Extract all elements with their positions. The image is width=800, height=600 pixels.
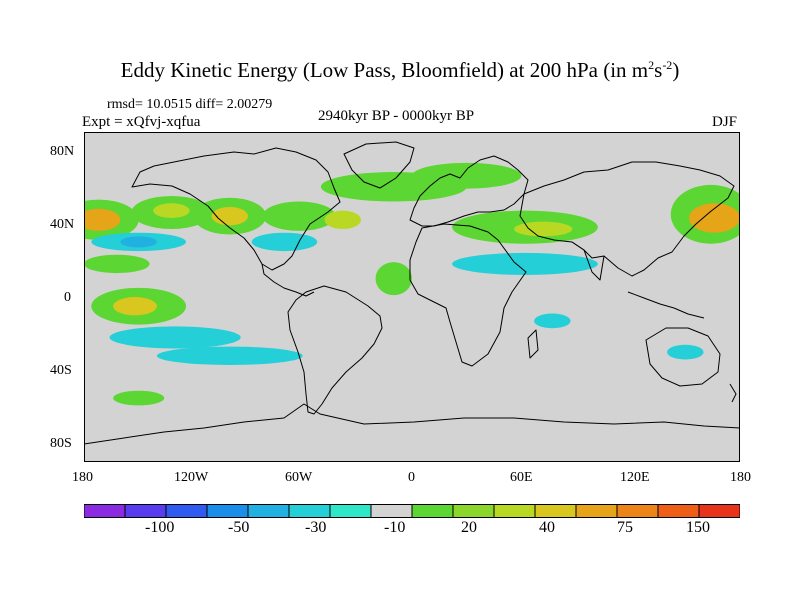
colorbar-box-1 xyxy=(124,504,167,518)
x-label-180e: 180 xyxy=(730,470,751,485)
coast-madagascar xyxy=(527,329,539,359)
anomaly-patch-24 xyxy=(534,313,571,329)
colorbar-box-3 xyxy=(206,504,249,518)
anomaly-patch-1 xyxy=(84,208,121,231)
anomaly-patch-19 xyxy=(375,262,412,296)
anomaly-layer xyxy=(84,162,740,406)
title-sup-1: 2 xyxy=(648,58,655,72)
colorbar-box-15 xyxy=(698,504,740,518)
colorbar-label-75: 75 xyxy=(617,519,633,536)
anomaly-patch-21 xyxy=(113,297,157,316)
colorbar-box-9 xyxy=(452,504,495,518)
anomaly-patch-6 xyxy=(262,201,336,231)
colorbar-box-6 xyxy=(329,504,372,518)
title-main: Eddy Kinetic Energy (Low Pass, Bloomfiel… xyxy=(120,58,649,82)
anomaly-patch-25 xyxy=(667,344,704,360)
coast-africa xyxy=(409,223,527,367)
colorbar-box-14 xyxy=(657,504,700,518)
anomaly-patch-3 xyxy=(153,203,190,218)
anomaly-patch-11 xyxy=(514,221,573,237)
anomaly-patch-17 xyxy=(452,252,598,275)
colorbar-box-5 xyxy=(288,504,331,518)
title-mid: s xyxy=(654,58,663,82)
colorbar-box-2 xyxy=(165,504,208,518)
colorbar-label-neg100: -100 xyxy=(145,519,175,536)
colorbar-label-20: 20 xyxy=(461,519,477,536)
anomaly-patch-7 xyxy=(324,210,361,230)
experiment-label: Expt = xQfvj-xqfua xyxy=(82,114,201,130)
coast-australia xyxy=(645,327,721,387)
coast-north-america xyxy=(131,147,341,271)
chart-title: Eddy Kinetic Energy (Low Pass, Bloomfiel… xyxy=(0,58,800,83)
x-label-120e: 120E xyxy=(620,470,650,485)
title-end: ) xyxy=(672,58,680,82)
y-label-40n: 40N xyxy=(50,217,75,232)
coast-new-zealand xyxy=(729,383,737,403)
colorbar-label-40: 40 xyxy=(539,519,555,536)
anomaly-patch-18 xyxy=(84,254,150,274)
coast-india xyxy=(571,241,605,281)
colorbar-box-13 xyxy=(616,504,659,518)
coast-greenland xyxy=(343,141,415,189)
colorbar-box-10 xyxy=(493,504,536,518)
coastlines xyxy=(84,141,740,445)
anomaly-patch-26 xyxy=(113,390,165,406)
coast-antarctica xyxy=(84,403,740,445)
colorbar-label-150: 150 xyxy=(686,519,710,536)
coast-europe xyxy=(409,155,529,227)
anomaly-patch-23 xyxy=(156,346,303,365)
x-label-0: 0 xyxy=(408,470,415,485)
coast-indonesia xyxy=(627,291,705,319)
x-label-180w: 180 xyxy=(72,470,93,485)
colorbar-label-neg50: -50 xyxy=(228,519,250,536)
y-label-0: 0 xyxy=(64,290,71,305)
colorbar-label-neg10: -10 xyxy=(384,519,406,536)
stats-label: rmsd= 10.0515 diff= 2.00279 xyxy=(107,97,273,112)
anomaly-patch-15 xyxy=(120,236,157,248)
anomaly-patch-16 xyxy=(251,232,318,252)
colorbar xyxy=(84,504,740,518)
x-label-120w: 120W xyxy=(174,470,209,485)
colorbar-label-neg30: -30 xyxy=(305,519,327,536)
colorbar-box-4 xyxy=(247,504,290,518)
y-label-80s: 80S xyxy=(50,436,72,451)
colorbar-box-11 xyxy=(534,504,577,518)
period-label: 2940kyr BP - 0000kyr BP xyxy=(318,108,475,124)
anomaly-patch-22 xyxy=(109,326,241,349)
colorbar-box-8 xyxy=(411,504,454,518)
title-sup-2: -2 xyxy=(662,58,673,72)
colorbar-box-7 xyxy=(370,504,413,518)
x-label-60e: 60E xyxy=(510,470,533,485)
map-plot xyxy=(84,132,740,462)
map-frame xyxy=(84,132,740,462)
y-label-80n: 80N xyxy=(50,144,75,159)
anomaly-patch-13 xyxy=(688,203,740,233)
colorbar-boxes xyxy=(84,504,740,518)
season-label: DJF xyxy=(712,114,738,130)
colorbar-box-0 xyxy=(84,504,126,518)
y-label-40s: 40S xyxy=(50,363,72,378)
colorbar-box-12 xyxy=(575,504,618,518)
coast-asia xyxy=(519,161,735,277)
coast-gulf xyxy=(261,263,315,297)
coast-south-america xyxy=(287,285,383,415)
x-label-60w: 60W xyxy=(285,470,313,485)
anomaly-patch-9 xyxy=(412,162,522,189)
